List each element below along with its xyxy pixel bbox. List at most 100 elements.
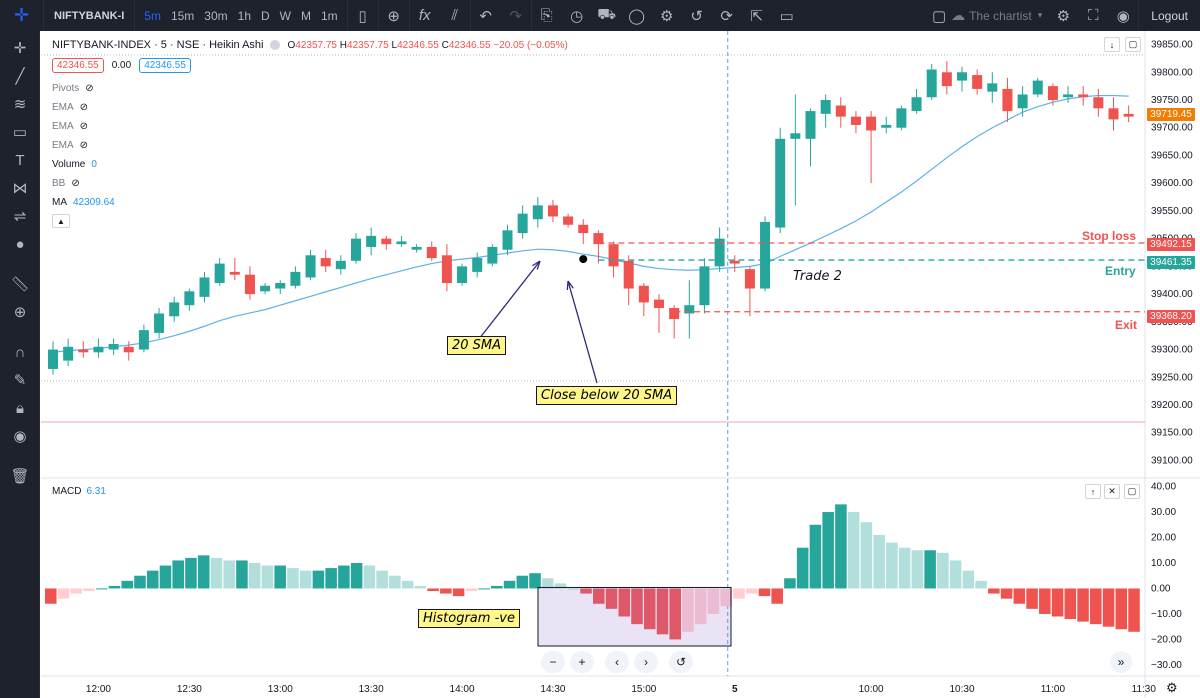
- price-axis: 39850.00 39800.00 39750.00 39700.00 39650.00…: [1151, 40, 1193, 467]
- templates-icon[interactable]: ⫽: [451, 7, 459, 24]
- popout-icon[interactable]: ⇱: [750, 7, 763, 25]
- eye-icon[interactable]: ◉: [13, 428, 27, 445]
- camera-icon[interactable]: ◉: [1116, 7, 1130, 25]
- fullscreen-icon[interactable]: ⛶: [1088, 7, 1099, 24]
- trade-label[interactable]: Trade 2: [793, 269, 842, 284]
- stop-loss-price-tag: 39492.15: [1147, 238, 1195, 251]
- collapse-legend-icon[interactable]: ▲: [52, 214, 70, 228]
- chart-area[interactable]: 39850.00 39800.00 39750.00 39700.00 39650.00…: [41, 31, 1200, 698]
- scroll-to-realtime-button[interactable]: »: [1110, 651, 1132, 673]
- layout-square-icon[interactable]: ▢: [931, 7, 947, 25]
- hidden-eye-icon[interactable]: ⊘: [79, 140, 89, 151]
- candle-style-icon[interactable]: ▯: [358, 7, 367, 25]
- reset-icon[interactable]: ↺: [690, 7, 703, 25]
- close-below-callout[interactable]: Close below 20 SMA: [536, 386, 678, 405]
- candle-body: [426, 246, 437, 259]
- candle-body: [744, 269, 755, 289]
- reset-chart-button[interactable]: ↺: [669, 651, 693, 673]
- alert-icon[interactable]: ◷: [570, 7, 584, 25]
- sma-callout[interactable]: 20 SMA: [447, 336, 507, 355]
- hidden-eye-icon[interactable]: ⊘: [85, 83, 94, 94]
- crosshair-icon[interactable]: ✛: [0, 0, 44, 31]
- time-tick-label: 10:00: [859, 684, 884, 695]
- zoom-in-icon[interactable]: ⊕: [13, 304, 27, 321]
- hidden-eye-icon[interactable]: ⊘: [79, 121, 89, 132]
- timeframe-W[interactable]: W: [279, 8, 291, 23]
- macd-bar: [172, 560, 184, 589]
- indicator-ma[interactable]: MA 42309.64: [52, 193, 115, 212]
- indicator-ema[interactable]: EMA ⊘: [52, 98, 115, 117]
- symbol-search[interactable]: NIFTYBANK-I: [44, 0, 136, 31]
- candle-body: [729, 260, 740, 264]
- tools-icon[interactable]: ⚙: [659, 7, 674, 25]
- magnet-icon[interactable]: ∩: [14, 343, 26, 361]
- zoom-in-button[interactable]: +: [570, 651, 594, 673]
- lock-icon[interactable]: 🔒︎: [16, 399, 24, 417]
- fib-tool-icon[interactable]: ≋: [13, 96, 27, 113]
- hidden-eye-icon[interactable]: ⊘: [71, 178, 80, 189]
- hidden-eye-icon[interactable]: ⊘: [79, 102, 89, 113]
- timeframe-1m[interactable]: 1m: [321, 8, 338, 23]
- logout-button[interactable]: Logout: [1151, 8, 1188, 23]
- timeframe-D[interactable]: D: [261, 8, 270, 23]
- scroll-left-button[interactable]: ‹: [605, 651, 629, 673]
- trendline-tool-icon[interactable]: ╱: [15, 68, 25, 85]
- macd-bar: [720, 588, 732, 607]
- lock-pencil-icon[interactable]: ✎: [13, 372, 27, 389]
- ruler-tool-icon[interactable]: 📏︎: [10, 276, 30, 293]
- maximize-pane-icon[interactable]: ▢: [1125, 37, 1141, 52]
- candle-body: [623, 260, 634, 289]
- macd-bar: [491, 585, 503, 589]
- move-down-icon[interactable]: ↓: [1104, 37, 1120, 52]
- timeframe-M[interactable]: M: [301, 8, 311, 23]
- indicators-icon[interactable]: fx: [418, 7, 431, 24]
- add-compare-icon[interactable]: ⊕: [387, 7, 400, 25]
- price-tick-label: 39750.00: [1151, 95, 1193, 106]
- macd-bar: [427, 588, 439, 592]
- redo-icon[interactable]: ↷: [509, 7, 522, 25]
- close-pane-icon[interactable]: ✕: [1104, 484, 1120, 499]
- rectangle-tool-icon[interactable]: ▭: [12, 124, 28, 141]
- pattern-tool-icon[interactable]: ⋈: [12, 180, 28, 197]
- move-up-icon[interactable]: ↑: [1085, 484, 1101, 499]
- cart-icon[interactable]: ⛟: [597, 6, 617, 23]
- candle-body: [714, 238, 725, 267]
- macd-bar: [1077, 588, 1089, 622]
- indicator-pivots[interactable]: Pivots ⊘: [52, 79, 115, 98]
- text-tool-icon[interactable]: T: [15, 151, 25, 169]
- scroll-right-button[interactable]: ›: [634, 651, 658, 673]
- timeframe-1h[interactable]: 1h: [237, 8, 251, 23]
- crosshair-tool-icon[interactable]: ✛: [13, 40, 27, 57]
- candle-body: [684, 305, 695, 314]
- bid-box[interactable]: 42346.55: [52, 57, 104, 73]
- alert-dot-icon[interactable]: [269, 40, 280, 50]
- brush-tool-icon[interactable]: ●: [15, 235, 25, 253]
- timeframe-15m[interactable]: 15m: [170, 8, 195, 23]
- indicator-ema[interactable]: EMA ⊘: [52, 117, 115, 136]
- time-tick-label: 5: [732, 684, 738, 695]
- screen-icon[interactable]: ▭: [779, 7, 794, 25]
- maximize-macd-icon[interactable]: ▢: [1124, 484, 1140, 499]
- zoom-out-button[interactable]: −: [541, 651, 565, 673]
- timeframe-30m[interactable]: 30m: [204, 8, 228, 23]
- refresh-icon[interactable]: ⟳: [720, 7, 733, 25]
- prediction-tool-icon[interactable]: ⇌: [13, 208, 27, 225]
- user-icon[interactable]: ◯: [628, 7, 646, 25]
- series-title[interactable]: NIFTYBANK-INDEX · 5 · NSE · Heikin Ashi: [52, 39, 264, 51]
- ask-box[interactable]: 42346.55: [139, 57, 191, 73]
- indicator-bb[interactable]: BB ⊘: [52, 174, 115, 193]
- time-tick-label: 13:00: [268, 684, 293, 695]
- settings-gear-icon[interactable]: ⚙: [1056, 7, 1071, 25]
- export-icon[interactable]: ⎘: [540, 7, 553, 24]
- undo-icon[interactable]: ↶: [479, 7, 492, 25]
- trash-icon[interactable]: 🗑︎: [10, 468, 30, 485]
- axis-settings-icon[interactable]: ⚙: [1166, 680, 1178, 695]
- chart-layout-selector[interactable]: ▢ ☁ The chartist ▾: [921, 0, 1048, 31]
- indicator-ema[interactable]: EMA ⊘: [52, 136, 115, 155]
- macd-title[interactable]: MACD: [52, 486, 82, 497]
- histogram-callout[interactable]: Histogram -ve: [418, 609, 520, 628]
- chart-canvas[interactable]: 39850.00 39800.00 39750.00 39700.00 39650.00…: [41, 31, 1200, 698]
- timeframe-5m[interactable]: 5m: [144, 8, 161, 23]
- indicator-volume[interactable]: Volume 0: [52, 155, 115, 174]
- indicator-name: Pivots: [52, 83, 80, 94]
